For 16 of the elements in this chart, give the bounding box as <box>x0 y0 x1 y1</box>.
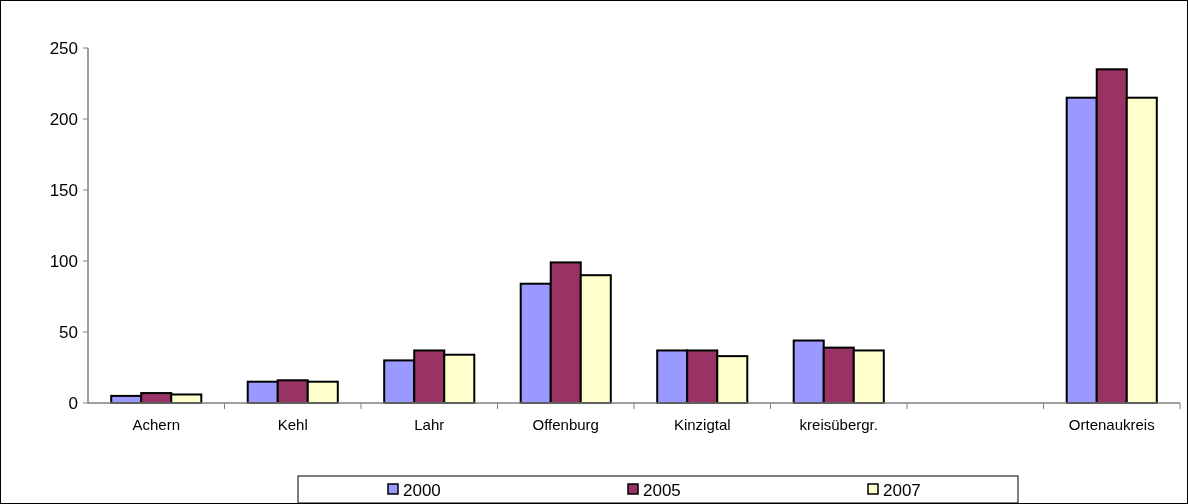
legend-label: 2000 <box>403 480 441 500</box>
y-tick-label: 150 <box>49 180 78 200</box>
x-tick-label: Achern <box>132 416 181 433</box>
y-tick-label: 250 <box>49 38 78 58</box>
legend-label: 2005 <box>643 480 681 500</box>
x-tick-label: Offenburg <box>532 416 599 433</box>
x-tick-label: Kinzigtal <box>673 416 731 433</box>
x-tick-label: kreisübergr. <box>799 416 878 433</box>
y-tick-label: 100 <box>49 251 78 271</box>
legend-label: 2007 <box>883 480 921 500</box>
y-tick-label: 200 <box>49 109 78 129</box>
x-tick-label: Lahr <box>414 416 445 433</box>
x-tick-label: Kehl <box>277 416 308 433</box>
y-tick-label: 50 <box>59 322 78 342</box>
x-tick-label: Ortenaukreis <box>1068 416 1155 433</box>
y-tick-label: 0 <box>68 393 78 413</box>
